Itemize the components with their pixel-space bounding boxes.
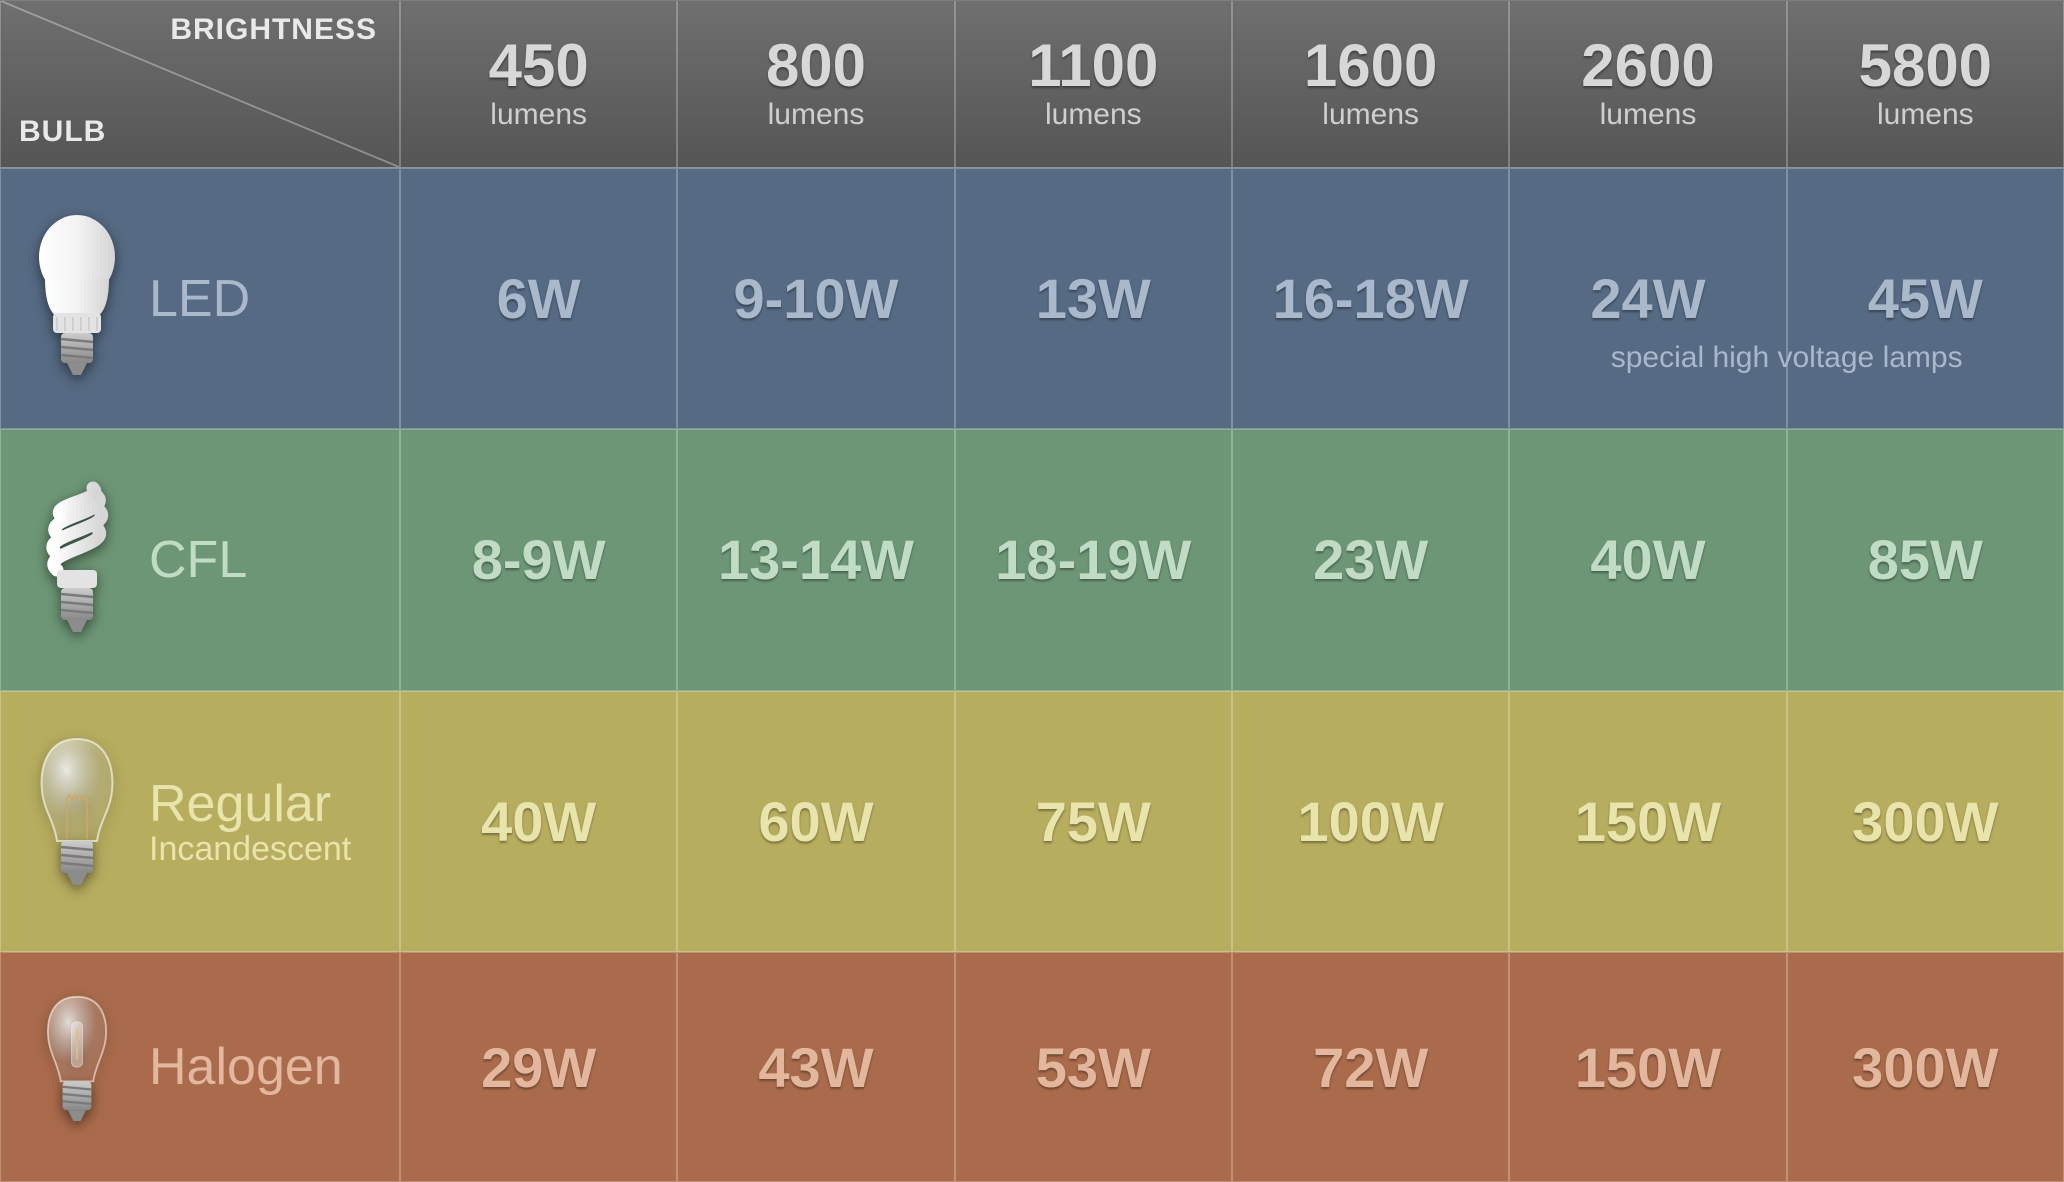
row-header-cfl: CFL [0,429,400,690]
wattage-value: 75W [1036,789,1151,854]
cell-cfl-1600: 23W [1232,429,1509,690]
brightness-value: 1100 [1028,36,1158,96]
wattage-value: 16-18W [1273,266,1469,331]
row-header-halogen: Halogen [0,952,400,1182]
wattage-value: 8-9W [472,527,606,592]
brightness-unit: lumens [490,98,587,132]
cell-halogen-2600: 150W [1509,952,1786,1182]
brightness-value: 5800 [1859,36,1992,96]
row-sublabel: Incandescent [149,830,351,869]
brightness-unit: lumens [1600,98,1697,132]
cell-incandescent-450: 40W [400,691,677,952]
wattage-value: 13-14W [718,527,914,592]
wattage-value: 100W [1298,789,1444,854]
cell-halogen-450: 29W [400,952,677,1182]
col-header-1100: 1100lumens [955,0,1232,168]
brightness-value: 2600 [1581,36,1714,96]
wattage-value: 53W [1036,1035,1151,1100]
wattage-value: 45W [1868,266,1983,331]
cell-halogen-800: 43W [677,952,954,1182]
row-label: Halogen [149,1037,343,1097]
wattage-value: 60W [758,789,873,854]
brightness-unit: lumens [1877,98,1974,132]
brightness-unit: lumens [1322,98,1419,132]
cell-cfl-2600: 40W [1509,429,1786,690]
wattage-value: 43W [758,1035,873,1100]
wattage-value: 18-19W [995,527,1191,592]
cell-led-800: 9-10W [677,168,954,429]
cell-cfl-1100: 18-19W [955,429,1232,690]
cell-halogen-1100: 53W [955,952,1232,1182]
cell-led-1600: 16-18W [1232,168,1509,429]
cell-incandescent-1600: 100W [1232,691,1509,952]
brightness-unit: lumens [768,98,865,132]
wattage-value: 85W [1868,527,1983,592]
cell-incandescent-1100: 75W [955,691,1232,952]
cell-cfl-5800: 85W [1787,429,2064,690]
halogen-bulb-icon [19,967,135,1167]
header-brightness-label: BRIGHTNESS [170,13,377,47]
col-header-2600: 2600lumens [1509,0,1786,168]
row-header-incandescent: RegularIncandescent [0,691,400,952]
wattage-value: 150W [1575,1035,1721,1100]
wattage-value: 300W [1852,789,1998,854]
cell-incandescent-800: 60W [677,691,954,952]
header-bulb-label: BULB [19,115,106,149]
row-label: LED [149,269,250,329]
row-label: Regular [149,774,351,834]
col-header-5800: 5800lumens [1787,0,2064,168]
brightness-value: 450 [489,36,589,96]
cell-led-2600: 24W [1509,168,1786,429]
bulb-wattage-comparison-table: BRIGHTNESSBULB450lumens800lumens1100lume… [0,0,2064,1182]
brightness-value: 800 [766,36,866,96]
brightness-value: 1600 [1304,36,1437,96]
wattage-value: 23W [1313,527,1428,592]
col-header-1600: 1600lumens [1232,0,1509,168]
row-header-led: LED [0,168,400,429]
led-bulb-icon [19,199,135,399]
wattage-value: 6W [497,266,581,331]
wattage-value: 300W [1852,1035,1998,1100]
wattage-value: 40W [481,789,596,854]
cell-incandescent-2600: 150W [1509,691,1786,952]
wattage-value: 9-10W [734,266,899,331]
row-label: CFL [149,530,247,590]
cell-halogen-1600: 72W [1232,952,1509,1182]
wattage-value: 13W [1036,266,1151,331]
wattage-value: 24W [1590,266,1705,331]
cell-halogen-5800: 300W [1787,952,2064,1182]
cell-led-1100: 13W [955,168,1232,429]
col-header-800: 800lumens [677,0,954,168]
cfl-bulb-icon [19,460,135,660]
col-header-450: 450lumens [400,0,677,168]
wattage-value: 72W [1313,1035,1428,1100]
wattage-value: 150W [1575,789,1721,854]
wattage-value: 40W [1590,527,1705,592]
header-corner: BRIGHTNESS BULB [0,0,400,168]
cell-led-450: 6W [400,168,677,429]
cell-cfl-450: 8-9W [400,429,677,690]
wattage-value: 29W [481,1035,596,1100]
cell-led-5800: 45W [1787,168,2064,429]
brightness-unit: lumens [1045,98,1142,132]
incandescent-bulb-icon [19,721,135,921]
cell-incandescent-5800: 300W [1787,691,2064,952]
cell-cfl-800: 13-14W [677,429,954,690]
